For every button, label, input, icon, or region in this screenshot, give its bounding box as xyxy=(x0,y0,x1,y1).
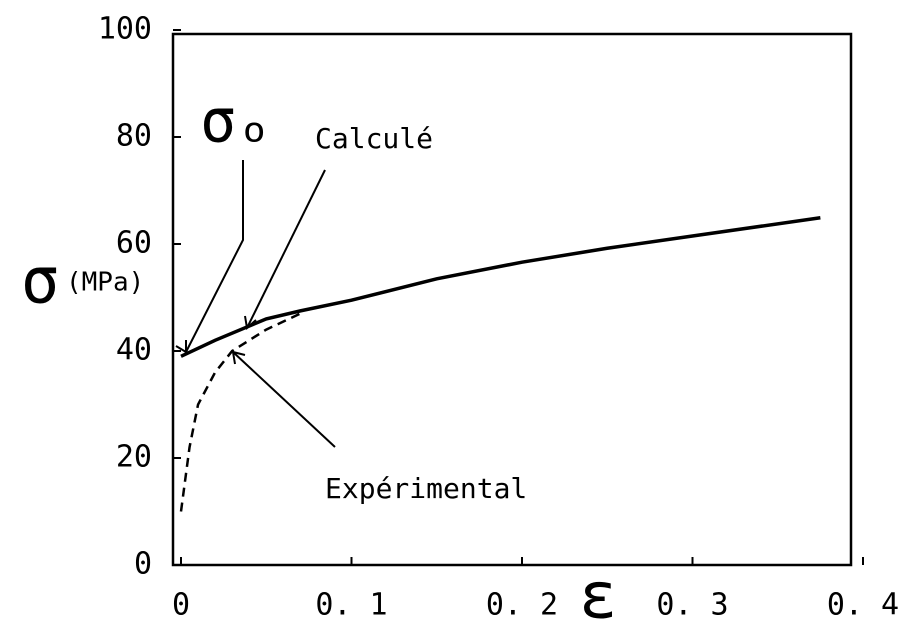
arrowhead xyxy=(231,350,246,365)
annotation: σₒ xyxy=(200,87,272,157)
y-tick-label: 80 xyxy=(116,119,152,154)
y-tick-label: 20 xyxy=(116,440,152,475)
y-tick-label: 100 xyxy=(98,12,152,47)
y-axis-label: σ xyxy=(21,245,60,319)
arrow xyxy=(185,160,244,353)
y-tick-label: 40 xyxy=(116,333,152,368)
x-tick-label: 0. 1 xyxy=(315,588,387,623)
arrow xyxy=(232,351,336,448)
y-tick-label: 60 xyxy=(116,226,152,261)
x-axis-label: ε xyxy=(579,560,618,632)
y-tick-label: 0 xyxy=(134,547,152,582)
plot-frame xyxy=(171,32,853,567)
arrow xyxy=(246,169,326,329)
series-label: Expérimental xyxy=(325,472,527,505)
series-line xyxy=(179,312,301,512)
x-tick-label: 0 xyxy=(172,588,190,623)
y-axis-unit: (MPa) xyxy=(66,268,144,298)
x-tick-label: 0. 3 xyxy=(656,588,728,623)
series-label: Calculé xyxy=(315,122,433,155)
series-line xyxy=(180,216,821,358)
x-tick-label: 0. 4 xyxy=(827,588,899,623)
annotation-arrows xyxy=(175,160,336,448)
x-tick-label: 0. 2 xyxy=(486,588,558,623)
arrowhead xyxy=(175,340,187,354)
